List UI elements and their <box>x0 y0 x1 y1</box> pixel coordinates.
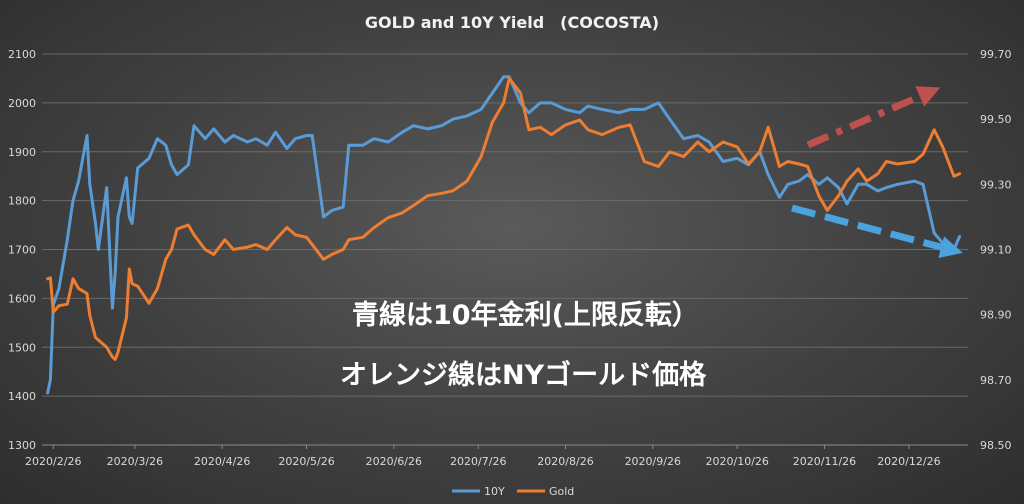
legend-label-gold: Gold <box>549 485 574 498</box>
x-tick-label: 2020/2/26 <box>25 455 81 468</box>
left-tick-label: 1800 <box>8 195 36 208</box>
left-tick-label: 1900 <box>8 146 36 159</box>
chart-title: GOLD and 10Y Yield (COCOSTA) <box>365 13 659 32</box>
right-tick-label: 98.70 <box>980 374 1012 387</box>
right-tick-label: 98.90 <box>980 309 1012 322</box>
legend: 10Y Gold <box>452 485 574 498</box>
right-tick-label: 99.10 <box>980 244 1012 257</box>
left-tick-label: 1700 <box>8 244 36 257</box>
left-tick-label: 1600 <box>8 292 36 305</box>
x-tick-label: 2020/5/26 <box>278 455 334 468</box>
x-tick-label: 2020/3/26 <box>107 455 163 468</box>
right-axis-ticks: 98.50 98.70 98.90 99.10 99.30 99.50 99.70 <box>980 48 1012 452</box>
left-tick-label: 2100 <box>8 48 36 61</box>
left-tick-label: 1500 <box>8 341 36 354</box>
x-tick-label: 2020/4/26 <box>194 455 250 468</box>
x-tick-label: 2020/11/26 <box>793 455 856 468</box>
left-tick-label: 1400 <box>8 390 36 403</box>
blue-down-arrow <box>791 204 963 258</box>
annotation-line-2: オレンジ線はNYゴールド価格 <box>340 359 707 391</box>
series-lines <box>46 75 962 395</box>
x-tick-label: 2020/9/26 <box>625 455 681 468</box>
x-tick-label: 2020/10/26 <box>706 455 769 468</box>
x-tick-label: 2020/12/26 <box>877 455 940 468</box>
legend-label-10y: 10Y <box>484 485 505 498</box>
right-tick-label: 99.30 <box>980 178 1012 191</box>
right-tick-label: 99.50 <box>980 113 1012 126</box>
x-tick-label: 2020/8/26 <box>537 455 593 468</box>
left-axis-ticks: 1300 1400 1500 1600 1700 1800 1900 2000 2100 <box>8 48 36 452</box>
gridlines <box>42 53 968 446</box>
left-tick-label: 2000 <box>8 97 36 110</box>
red-up-arrow <box>806 86 941 149</box>
right-tick-label: 98.50 <box>980 439 1012 452</box>
x-tick-label: 2020/6/26 <box>366 455 422 468</box>
x-axis-ticks: 2020/2/26 2020/3/26 2020/4/26 2020/5/26 2020… <box>25 445 941 468</box>
series-line-10y <box>46 75 962 395</box>
series-line-gold <box>46 76 962 361</box>
left-tick-label: 1300 <box>8 439 36 452</box>
right-tick-label: 99.70 <box>980 48 1012 61</box>
x-tick-label: 2020/7/26 <box>450 455 506 468</box>
annotation-line-1: 青線は10年金利(上限反転） <box>352 299 699 331</box>
